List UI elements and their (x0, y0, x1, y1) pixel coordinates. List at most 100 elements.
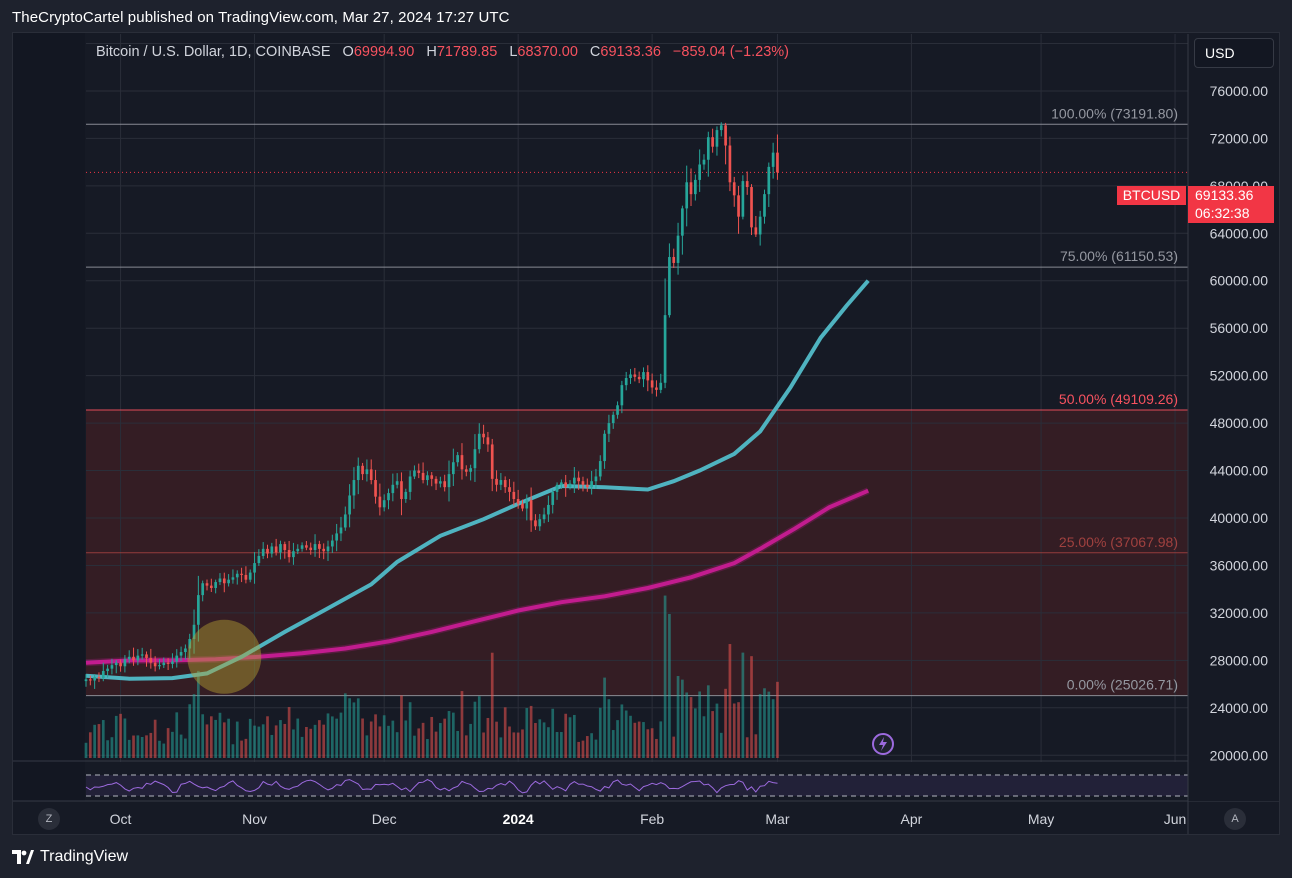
volume-bar (179, 734, 183, 758)
candle-body (460, 455, 464, 470)
candle-body (443, 481, 447, 488)
candle-body (728, 145, 732, 183)
candle-body (292, 551, 295, 558)
candle-body (326, 546, 330, 552)
volume-bar (365, 735, 369, 758)
candle-body (413, 470, 416, 477)
candle-body (356, 465, 360, 481)
volume-bar (672, 736, 676, 758)
candle-body (698, 164, 702, 180)
z-button[interactable]: Z (38, 808, 60, 830)
candle-body (767, 166, 771, 195)
candle-body (724, 125, 727, 146)
time-tick-label: Nov (242, 811, 267, 827)
candle-body (175, 655, 179, 662)
candle-body (594, 476, 598, 482)
price-axis-bg (1188, 34, 1279, 801)
candle-body (495, 478, 498, 485)
candle-body (516, 499, 520, 504)
candle-body (715, 130, 719, 147)
candle-body (192, 624, 196, 639)
volume-bar (534, 723, 537, 758)
price-tick-label: 76000.00 (1210, 83, 1269, 99)
volume-bar (166, 728, 170, 758)
volume-bar (171, 731, 174, 758)
candle-body (188, 639, 192, 649)
volume-bar (205, 724, 209, 758)
volume-bar (486, 717, 490, 758)
time-tick-label: Oct (110, 811, 132, 827)
candle-body (222, 578, 226, 584)
volume-bar (750, 656, 753, 758)
candle-body (490, 444, 494, 479)
candle-body (235, 573, 239, 578)
candle-body (525, 500, 529, 509)
volume-bar (88, 732, 92, 758)
volume-bars (84, 595, 779, 758)
candle-body (719, 125, 723, 131)
time-tick-label: Mar (765, 811, 789, 827)
candle-body (352, 480, 356, 496)
candle-body (110, 665, 114, 669)
volume-bar (689, 697, 693, 758)
volume-bar (244, 738, 248, 758)
volume-bar (192, 694, 196, 758)
fib-level-label: 100.00% (73191.80) (1051, 105, 1178, 121)
volume-bar (369, 721, 373, 758)
volume-bar (477, 696, 481, 758)
candle-body (162, 662, 166, 666)
auto-scale-button[interactable]: A (1224, 808, 1246, 830)
candle-body (702, 159, 706, 165)
volume-bar (356, 698, 360, 758)
volume-bar (676, 676, 680, 758)
volume-bar (287, 707, 291, 758)
candle-body (88, 679, 92, 681)
candle-body (374, 480, 377, 497)
candle-body (343, 514, 347, 528)
candle-body (685, 182, 689, 209)
volume-bar (719, 732, 723, 758)
ma-long-line (85, 488, 869, 665)
candle-body (261, 548, 265, 556)
volume-bar (508, 726, 511, 758)
change-value: −859.04 (−1.23%) (672, 44, 790, 60)
currency-button[interactable]: USD (1194, 38, 1274, 68)
candle-body (214, 582, 217, 588)
candle-body (499, 480, 503, 485)
volume-bar (590, 733, 593, 758)
volume-bar (158, 740, 161, 758)
candle-body (426, 475, 429, 481)
candle-body (538, 519, 542, 527)
candle-body (585, 484, 589, 488)
low-value: 68370.00 (517, 44, 578, 60)
volume-bar (607, 699, 611, 758)
volume-bar (274, 725, 278, 758)
candle-body (296, 548, 300, 552)
volume-bar (110, 737, 114, 758)
candle-body (581, 481, 585, 485)
volume-bar (668, 613, 671, 758)
candle-body (417, 470, 421, 473)
candle-body (339, 527, 343, 534)
volume-bar (197, 670, 200, 758)
candle-body (166, 662, 170, 664)
volume-bar (568, 717, 572, 758)
candle-body (218, 578, 222, 583)
oscillator-panel (13, 733, 1279, 802)
volume-bar (572, 714, 576, 758)
candle-body (84, 679, 88, 682)
price-tick-label: 36000.00 (1210, 557, 1269, 573)
candle-body (711, 137, 714, 147)
candle-body (694, 179, 697, 195)
lightning-icon (879, 737, 887, 751)
price-tick-label: 64000.00 (1210, 225, 1269, 241)
price-tick-label: 28000.00 (1210, 652, 1269, 668)
tradingview-logo[interactable]: TradingView (12, 848, 128, 866)
volume-bar (763, 688, 766, 758)
candle-body (655, 387, 658, 390)
candle-body (378, 496, 382, 508)
candle-body (127, 656, 131, 660)
candle-body (676, 235, 680, 263)
volume-bar (84, 742, 88, 758)
